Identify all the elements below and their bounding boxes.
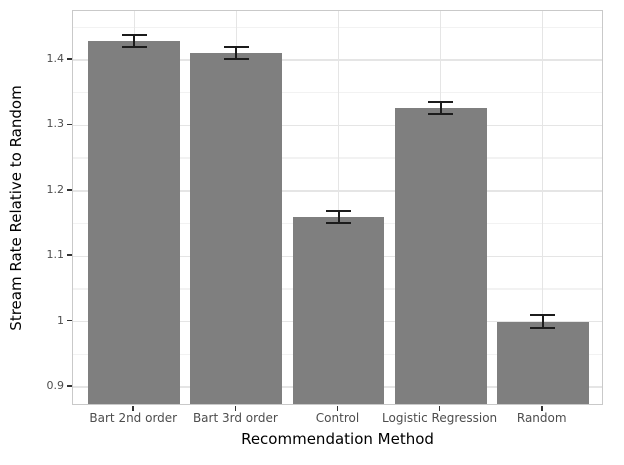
y-tick-mark: [67, 385, 72, 387]
x-tick-label: Control: [315, 411, 360, 425]
error-bar-cap-bottom: [121, 45, 147, 49]
y-tick-mark: [67, 254, 72, 257]
error-bar-cap-bottom: [223, 57, 249, 60]
gridline-minor-horizontal: [73, 26, 602, 29]
error-bar-line: [439, 101, 442, 114]
y-tick-mark: [67, 319, 72, 322]
error-bar-line: [541, 315, 544, 329]
error-bar-cap-top: [326, 210, 351, 213]
bar: [394, 107, 487, 404]
error-bar-line: [337, 211, 340, 223]
x-axis-title: Recommendation Method: [241, 430, 434, 448]
x-tick-mark: [132, 406, 135, 411]
x-tick-mark: [336, 406, 339, 411]
y-tick-label: 1.2: [46, 182, 65, 196]
y-tick-label: 0.9: [46, 379, 65, 393]
bar: [190, 52, 283, 404]
x-tick-label: Bart 2nd order: [89, 411, 178, 425]
error-bar-cap-bottom: [428, 112, 454, 115]
y-tick-mark: [67, 58, 72, 60]
gridline-major-horizontal: [73, 59, 602, 61]
y-tick-label: 1.3: [46, 117, 65, 131]
x-tick-label: Bart 3rd order: [192, 411, 278, 425]
x-tick-mark: [438, 406, 441, 411]
gridline-minor-horizontal: [73, 157, 602, 159]
error-bar-cap-bottom: [530, 327, 556, 330]
error-bar-line: [133, 35, 136, 47]
error-bar-cap-bottom: [326, 221, 351, 224]
y-tick-mark: [67, 189, 72, 191]
x-tick-label: Logistic Regression: [382, 411, 498, 425]
gridline-minor-horizontal: [73, 92, 602, 94]
bar: [496, 321, 589, 404]
bar: [88, 41, 181, 404]
y-tick-label: 1: [57, 313, 64, 327]
gridline-major-horizontal: [73, 124, 602, 127]
gridline-major-vertical: [542, 11, 544, 404]
error-bar-cap-top: [223, 45, 249, 49]
gridline-major-vertical: [337, 11, 340, 404]
x-tick-mark: [540, 406, 543, 411]
x-tick-label: Random: [516, 411, 567, 425]
y-tick-label: 1.1: [46, 248, 65, 262]
x-tick-mark: [234, 406, 237, 411]
gridline-major-horizontal: [73, 190, 602, 192]
y-tick-mark: [67, 123, 72, 126]
error-bar-cap-top: [121, 34, 147, 37]
error-bar-cap-top: [530, 313, 556, 317]
error-bar-line: [235, 46, 238, 59]
y-tick-label: 1.4: [46, 52, 65, 66]
bar: [292, 217, 385, 404]
error-bar-cap-top: [428, 100, 454, 103]
plot-panel: [72, 10, 603, 405]
